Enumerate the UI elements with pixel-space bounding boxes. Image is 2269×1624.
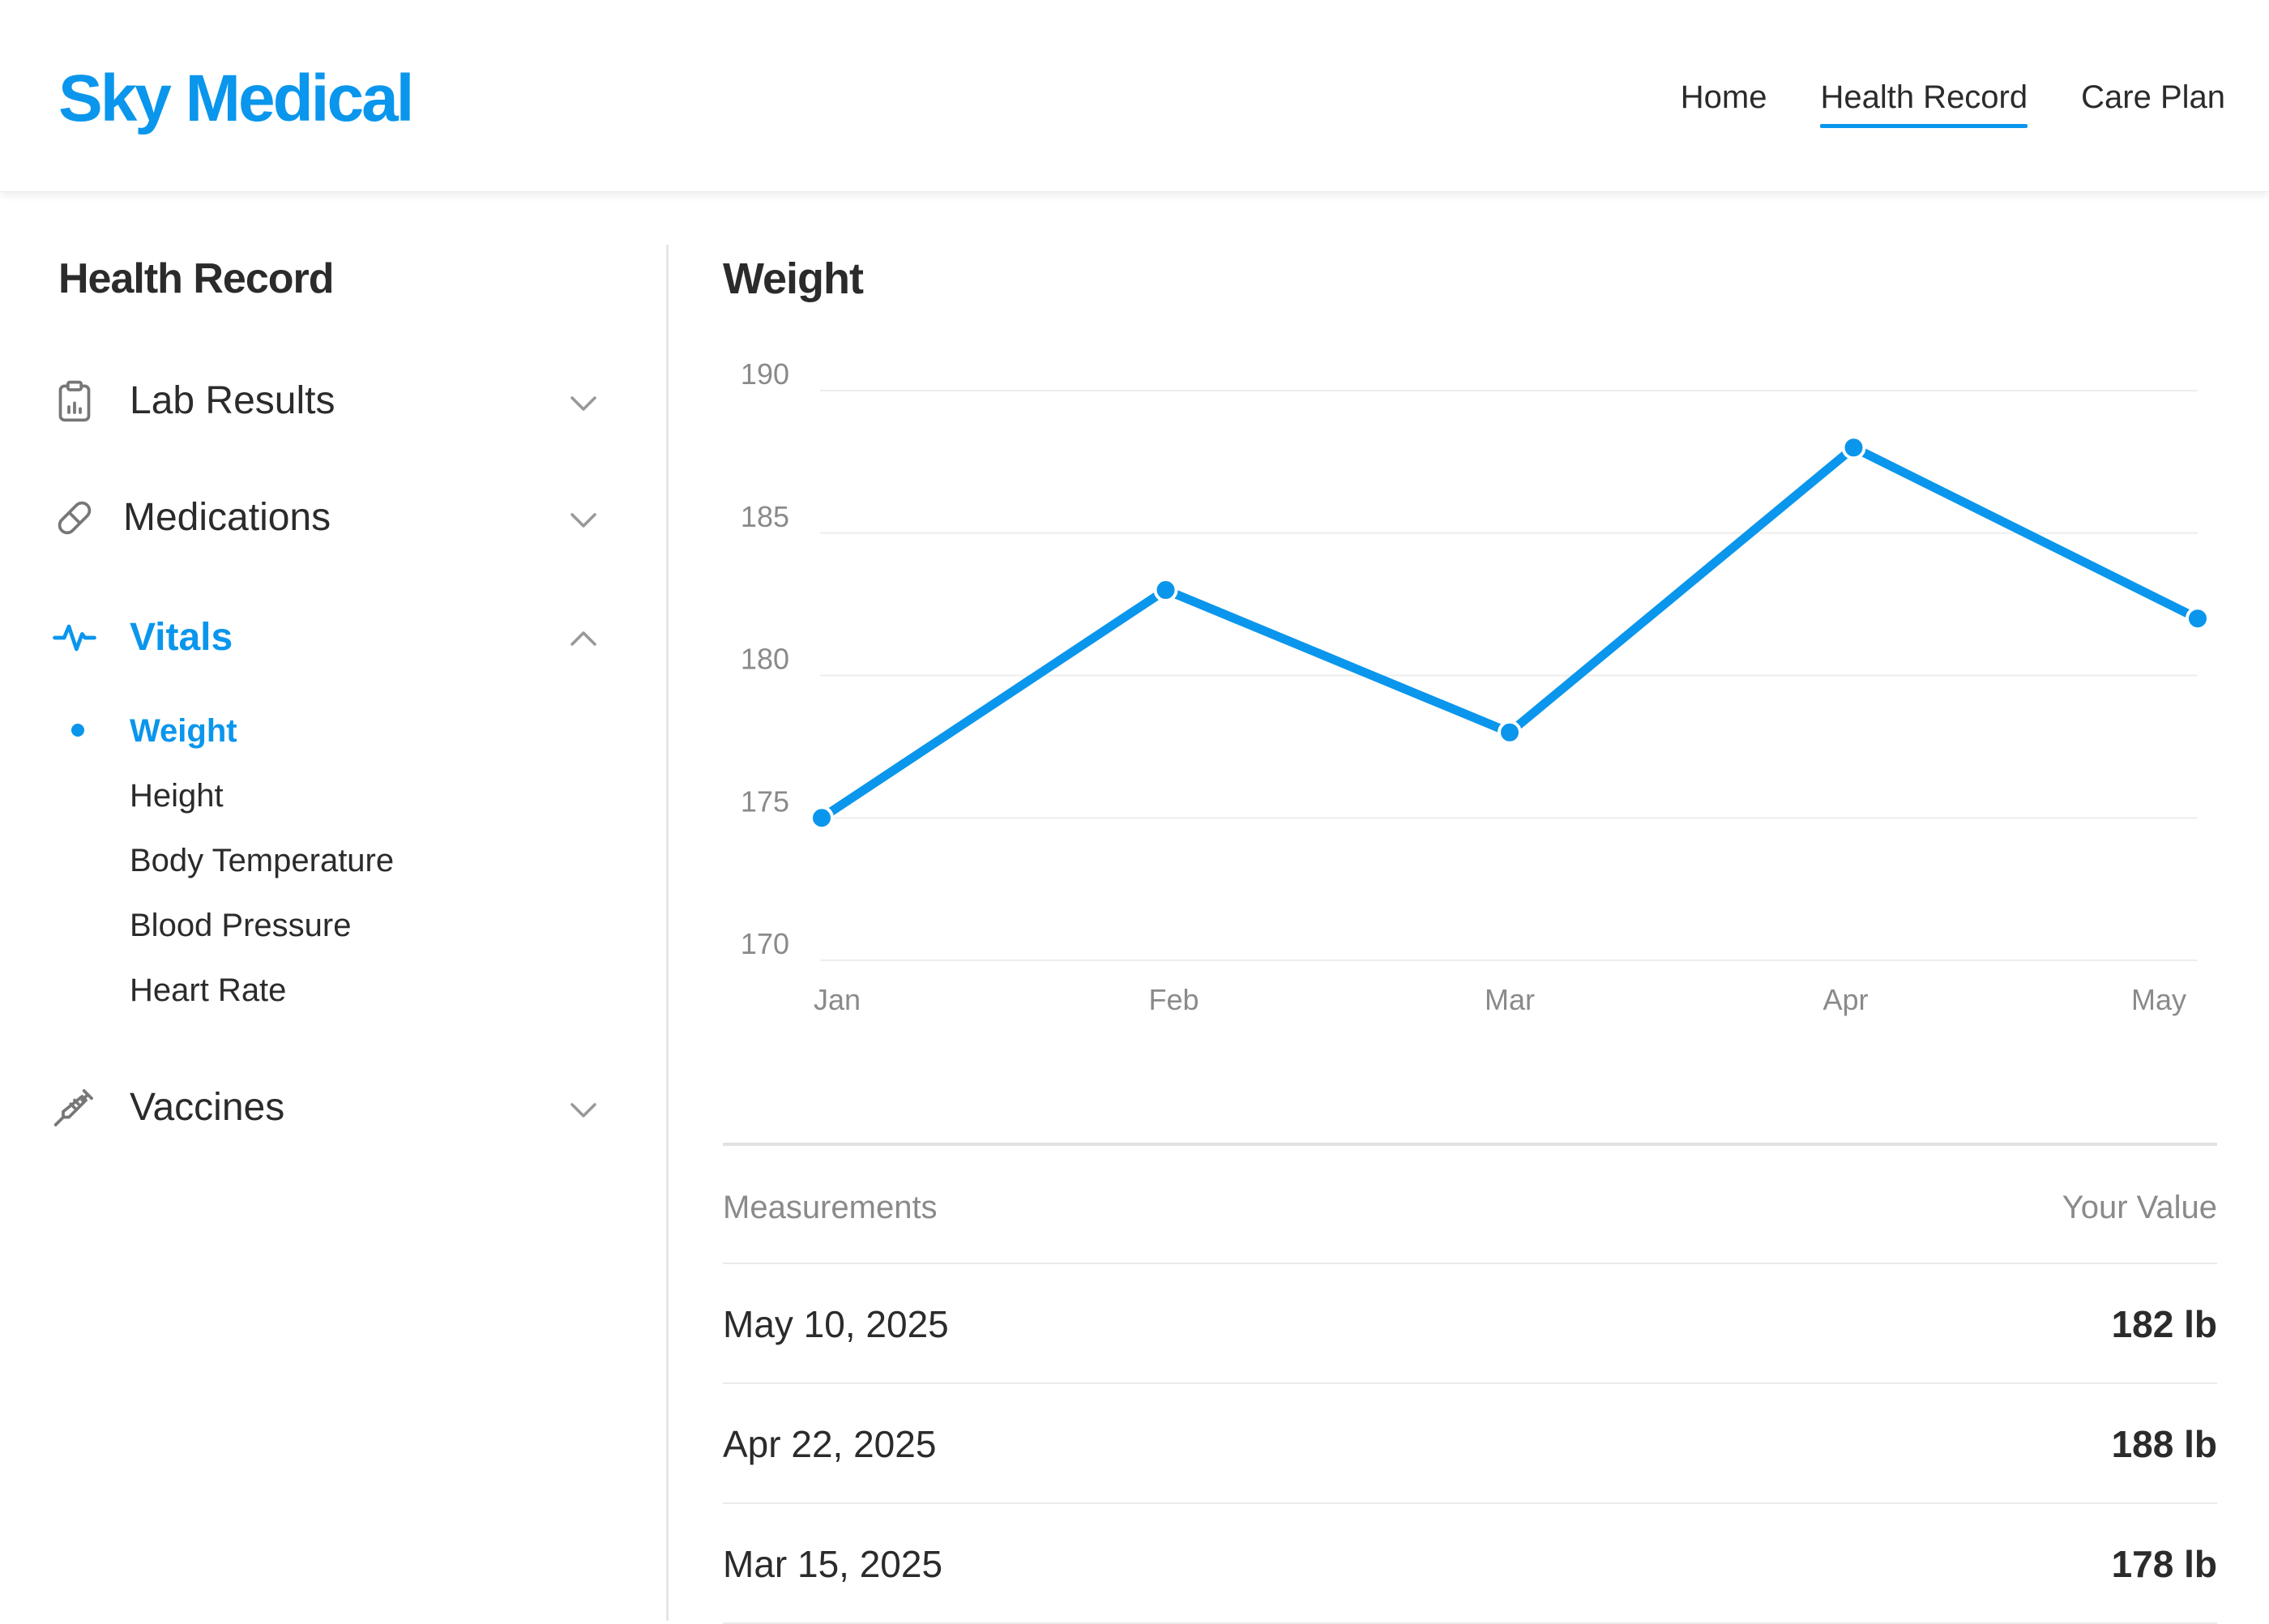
table-row[interactable]: Mar 15, 2025 178 lb <box>723 1504 2217 1624</box>
nav-home[interactable]: Home <box>1680 79 1767 115</box>
row-date: Mar 15, 2025 <box>723 1543 943 1585</box>
sidebar-divider <box>666 245 669 1621</box>
sidebar-section-label: Vitals <box>130 616 233 659</box>
content-title: Weight <box>723 254 864 303</box>
data-point <box>2186 606 2210 631</box>
sidebar-section-label: Lab Results <box>130 379 335 422</box>
data-point <box>1498 720 1522 745</box>
column-header-measurements: Measurements <box>723 1190 938 1225</box>
data-point <box>1841 435 1866 460</box>
syringe-icon <box>53 1089 93 1126</box>
chart-grid <box>820 390 2198 961</box>
row-value: 182 lb <box>2111 1303 2217 1345</box>
active-item-dot <box>71 724 84 737</box>
column-header-your-value: Your Value <box>2062 1190 2217 1225</box>
chevron-down-icon[interactable] <box>564 500 603 539</box>
sidebar-section-lab-results[interactable]: Lab Results <box>0 357 668 446</box>
row-date: Apr 22, 2025 <box>723 1423 937 1465</box>
brand-logo[interactable]: Sky Medical <box>58 62 414 135</box>
chevron-up-icon[interactable] <box>564 620 603 659</box>
sidebar-section-label: Medications <box>123 496 331 539</box>
y-tick-label: 185 <box>741 500 789 533</box>
row-value: 178 lb <box>2111 1543 2217 1585</box>
sidebar-section-label: Vaccines <box>130 1086 285 1129</box>
vitals-item-body-temperature[interactable]: Body Temperature <box>130 843 395 878</box>
data-point <box>1153 578 1178 603</box>
x-tick-label: May <box>2131 983 2186 1016</box>
pulse-icon <box>53 624 96 652</box>
chevron-down-icon[interactable] <box>564 383 603 422</box>
pill-icon <box>58 501 92 535</box>
weight-chart: 170 175 180 185 190 Jan Feb Mar Apr May <box>741 357 2210 1016</box>
nav-health-record[interactable]: Health Record <box>1820 73 2028 128</box>
chart-points <box>810 435 2210 831</box>
table-header: Measurements Your Value <box>723 1146 2217 1264</box>
clipboard-chart-icon <box>58 380 91 422</box>
table-top-divider <box>723 1143 2217 1146</box>
sidebar-section-vaccines[interactable]: Vaccines <box>0 1063 668 1152</box>
table-row[interactable]: May 10, 2025 182 lb <box>723 1264 2217 1384</box>
vitals-item-blood-pressure[interactable]: Blood Pressure <box>130 908 352 943</box>
top-header: Sky Medical Home Health Record Care Plan <box>0 0 2269 192</box>
sidebar-title: Health Record <box>58 255 335 302</box>
x-tick-label: Feb <box>1148 983 1199 1016</box>
x-tick-label: Jan <box>814 983 861 1016</box>
y-tick-label: 180 <box>741 643 789 676</box>
chevron-down-icon[interactable] <box>564 1090 603 1129</box>
chart-y-ticks: 170 175 180 185 190 <box>741 357 789 960</box>
nav-care-plan[interactable]: Care Plan <box>2081 79 2225 115</box>
chart-series-line <box>817 442 2203 823</box>
vitals-item-heart-rate[interactable]: Heart Rate <box>130 972 287 1008</box>
chart-x-ticks: Jan Feb Mar Apr May <box>814 983 2186 1016</box>
sidebar-section-vitals[interactable]: Vitals <box>0 593 668 682</box>
x-tick-label: Apr <box>1822 983 1868 1016</box>
row-value: 188 lb <box>2111 1423 2217 1465</box>
sidebar-section-medications[interactable]: Medications <box>0 473 668 562</box>
vitals-item-height[interactable]: Height <box>130 778 224 814</box>
top-nav: Home Health Record Care Plan <box>1680 73 2225 128</box>
y-tick-label: 175 <box>741 784 789 818</box>
row-date: May 10, 2025 <box>723 1303 949 1345</box>
table-row[interactable]: Apr 22, 2025 188 lb <box>723 1384 2217 1504</box>
x-tick-label: Mar <box>1485 983 1535 1016</box>
y-tick-label: 190 <box>741 357 789 391</box>
data-point <box>810 806 834 831</box>
vitals-item-weight[interactable]: Weight <box>130 713 237 749</box>
y-tick-label: 170 <box>741 927 789 960</box>
